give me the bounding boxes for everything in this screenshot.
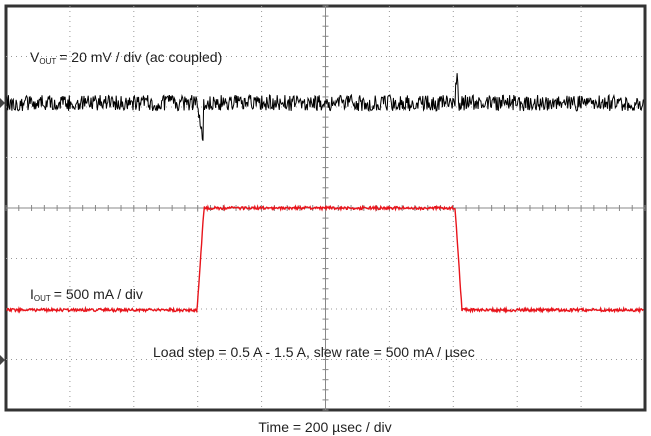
time-label: Time = 200 µsec / div <box>258 419 391 435</box>
load-step-label: Load step = 0.5 A - 1.5 A, slew rate = 5… <box>153 344 475 360</box>
iout-symbol: I <box>30 286 34 302</box>
iout-label: IOUT = 500 mA / div <box>30 286 143 303</box>
vout-text: = 20 mV / div (ac coupled) <box>59 49 222 65</box>
vout-label: VOUT = 20 mV / div (ac coupled) <box>30 49 222 66</box>
iout-text: = 500 mA / div <box>54 286 143 302</box>
vout-subscript: OUT <box>39 57 56 66</box>
voltage-trace <box>6 73 644 141</box>
ch2-marker <box>0 355 5 365</box>
iout-subscript: OUT <box>34 294 51 303</box>
ch1-marker <box>0 98 5 108</box>
current-trace <box>6 204 644 314</box>
vout-symbol: V <box>30 49 40 65</box>
